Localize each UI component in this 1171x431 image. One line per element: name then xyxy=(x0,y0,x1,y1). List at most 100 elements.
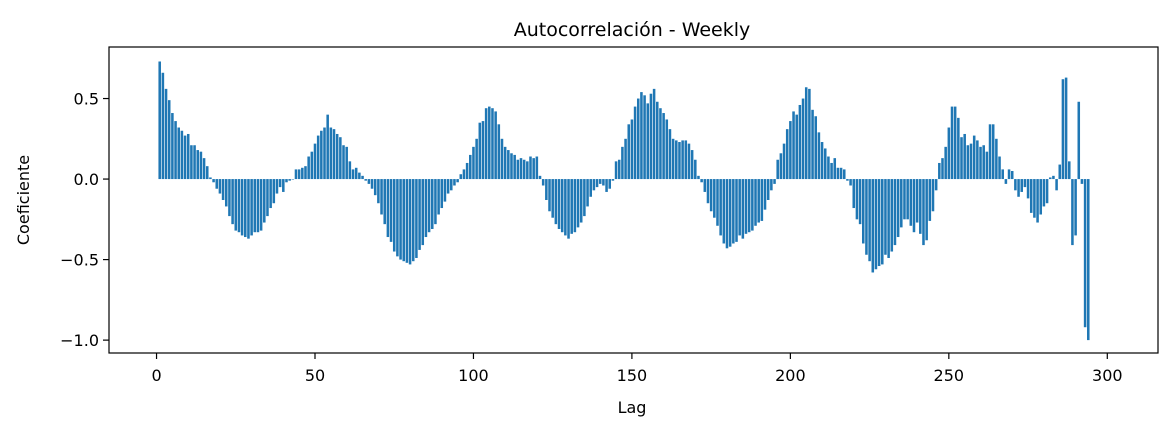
bar-lag-80 xyxy=(408,179,412,265)
bar-lag-154 xyxy=(643,95,646,180)
bar-lag-52 xyxy=(320,130,323,180)
bar-lag-214 xyxy=(833,158,837,180)
bar-lag-284 xyxy=(1055,179,1058,191)
bar-lag-102 xyxy=(478,122,482,180)
bar-lag-140 xyxy=(598,179,602,184)
bar-lag-289 xyxy=(1071,179,1074,246)
bar-lag-263 xyxy=(988,124,992,180)
bar-lag-82 xyxy=(415,179,418,258)
bar-lag-190 xyxy=(757,179,760,223)
bar-lag-175 xyxy=(709,179,713,212)
bar-lag-95 xyxy=(456,179,459,183)
bar-lag-217 xyxy=(842,169,846,180)
bar-lag-86 xyxy=(427,179,431,233)
bar-lag-75 xyxy=(392,179,396,252)
bar-lag-164 xyxy=(675,140,678,180)
bar-lag-69 xyxy=(373,179,377,196)
bar-lag-264 xyxy=(991,124,995,180)
bar-lag-67 xyxy=(367,179,371,184)
bar-lag-208 xyxy=(814,116,817,180)
bar-lag-10 xyxy=(186,133,190,180)
bar-lag-49 xyxy=(310,151,314,180)
bar-lag-42 xyxy=(288,179,291,181)
bar-lag-23 xyxy=(228,179,231,217)
bar-lag-141 xyxy=(602,179,605,186)
bar-lag-259 xyxy=(976,140,979,180)
bar-lag-54 xyxy=(326,114,329,180)
bar-lag-64 xyxy=(358,172,361,180)
bar-lag-8 xyxy=(180,130,184,180)
bar-lag-237 xyxy=(906,179,909,220)
bar-lag-94 xyxy=(453,179,456,186)
bar-lag-182 xyxy=(732,179,735,244)
bar-lag-47 xyxy=(304,166,307,180)
bar-lag-281 xyxy=(1045,179,1049,204)
bar-lag-265 xyxy=(995,138,998,180)
bar-lag-210 xyxy=(820,142,824,180)
bar-lag-147 xyxy=(621,146,624,180)
bar-lag-44 xyxy=(294,169,298,180)
bar-lag-144 xyxy=(611,179,615,181)
bar-lag-230 xyxy=(884,179,887,255)
bar-lag-202 xyxy=(795,114,798,180)
bar-lag-135 xyxy=(583,179,586,217)
bar-lag-209 xyxy=(817,132,821,180)
bar-lag-50 xyxy=(313,143,317,180)
bar-lag-138 xyxy=(592,179,596,191)
bar-lag-243 xyxy=(925,179,928,241)
bar-lag-84 xyxy=(421,179,425,246)
bar-lag-280 xyxy=(1042,179,1046,207)
bar-lag-130 xyxy=(567,179,570,239)
bar-lag-99 xyxy=(469,154,472,180)
bar-lag-239 xyxy=(912,179,916,233)
bar-lag-224 xyxy=(865,179,868,255)
bar-lag-120 xyxy=(535,156,539,180)
bar-lag-291 xyxy=(1077,101,1081,180)
bar-lag-89 xyxy=(437,179,440,215)
bar-lag-61 xyxy=(348,161,352,180)
bar-lag-56 xyxy=(332,129,336,180)
y-tick-label: −0.5 xyxy=(60,251,99,270)
bar-lag-187 xyxy=(747,179,751,233)
bar-lag-160 xyxy=(662,113,665,180)
bar-lag-126 xyxy=(554,179,558,225)
bar-lag-250 xyxy=(947,127,951,180)
bar-lag-19 xyxy=(215,179,219,189)
bar-lag-36 xyxy=(269,179,272,209)
bar-lag-134 xyxy=(579,179,583,223)
bar-lag-274 xyxy=(1023,179,1027,188)
bar-lag-279 xyxy=(1039,179,1043,215)
bars-group xyxy=(158,61,1090,341)
bar-lag-282 xyxy=(1048,177,1052,180)
bar-lag-31 xyxy=(253,179,257,233)
bar-lag-115 xyxy=(519,158,523,180)
bar-lag-285 xyxy=(1058,164,1062,180)
bar-lag-206 xyxy=(808,88,811,180)
bar-lag-186 xyxy=(744,179,748,234)
bar-lag-271 xyxy=(1014,179,1017,191)
bar-lag-91 xyxy=(443,179,447,202)
bar-lag-241 xyxy=(919,179,922,234)
bar-lag-163 xyxy=(671,138,675,180)
bar-lag-252 xyxy=(953,106,957,180)
bar-lag-88 xyxy=(434,179,437,225)
bar-lag-287 xyxy=(1064,77,1068,180)
bar-lag-12 xyxy=(193,145,196,180)
bar-lag-22 xyxy=(224,179,228,207)
bar-lag-43 xyxy=(291,179,295,180)
bar-lag-96 xyxy=(459,174,463,180)
plot-frame xyxy=(108,46,1159,354)
bar-lag-27 xyxy=(240,179,244,236)
bar-lag-124 xyxy=(548,179,551,212)
bar-lag-262 xyxy=(985,151,989,180)
bar-lag-128 xyxy=(560,179,564,233)
bar-lag-107 xyxy=(494,111,497,180)
bar-lag-172 xyxy=(700,179,703,183)
bar-lag-196 xyxy=(776,159,779,180)
bar-lag-105 xyxy=(488,106,491,180)
bar-lag-234 xyxy=(896,179,900,238)
bar-lag-207 xyxy=(811,109,814,180)
bar-lag-24 xyxy=(231,179,234,225)
bar-lag-226 xyxy=(871,179,875,273)
bar-lag-167 xyxy=(684,140,688,180)
